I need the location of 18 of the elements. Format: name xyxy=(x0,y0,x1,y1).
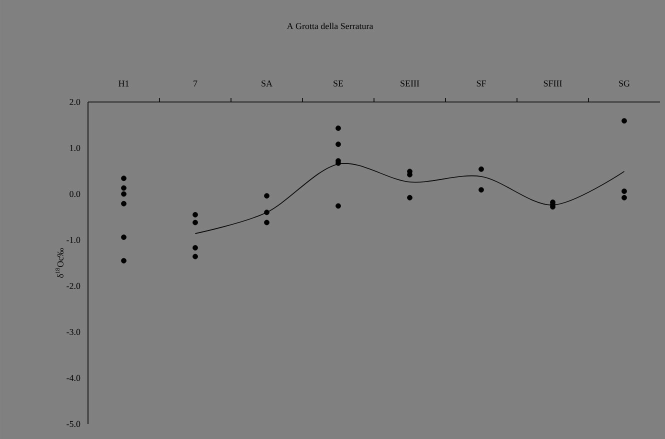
x-tick-label: H1 xyxy=(118,80,129,86)
y-tick-label: 0.0 xyxy=(70,190,80,198)
y-tick-label: -5.0 xyxy=(66,420,80,428)
x-tick-label: SF xyxy=(476,80,486,86)
x-tick-label: 7 xyxy=(194,80,198,86)
y-tick-label: 1.0 xyxy=(70,144,80,152)
y-tick-label: 2.0 xyxy=(70,98,80,106)
y-tick-label: -4.0 xyxy=(66,374,80,382)
y-tick-label: -1.0 xyxy=(66,236,80,244)
x-tick-label: SFIII xyxy=(544,80,562,86)
x-tick-label: SEIII xyxy=(400,80,420,86)
x-tick-label: SA xyxy=(262,80,272,86)
x-tick-label: SG xyxy=(619,80,630,86)
y-tick-label: -3.0 xyxy=(66,328,80,336)
y-axis-title: δ$^{18}$Oc‰ xyxy=(56,248,64,278)
x-tick-label: SE xyxy=(334,80,344,86)
y-tick-label: -2.0 xyxy=(66,282,80,290)
chart-title: A Grotta della Serratura xyxy=(286,22,374,30)
